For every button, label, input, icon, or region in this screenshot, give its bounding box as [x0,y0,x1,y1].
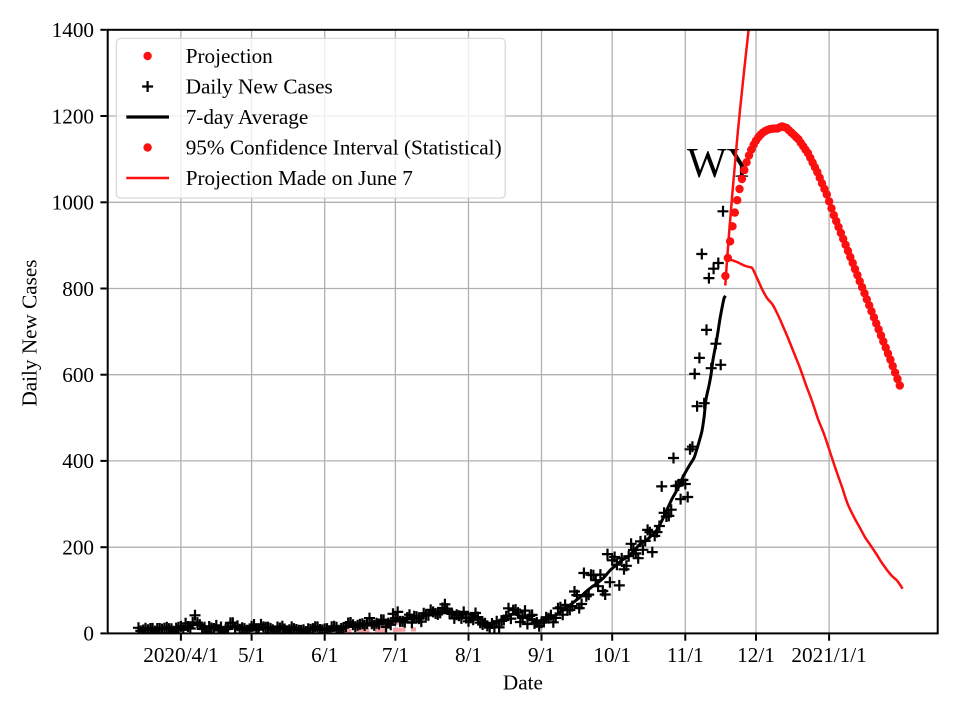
svg-text:400: 400 [62,449,94,473]
svg-text:Date: Date [503,670,543,694]
svg-text:11/1: 11/1 [667,643,704,667]
svg-text:9/1: 9/1 [528,643,555,667]
svg-text:6/1: 6/1 [311,643,338,667]
svg-text:7/1: 7/1 [382,643,409,667]
svg-text:200: 200 [62,536,94,560]
svg-text:8/1: 8/1 [455,643,482,667]
svg-text:800: 800 [62,277,94,301]
svg-text:Daily New Cases: Daily New Cases [186,75,333,99]
svg-text:2020/4/1: 2020/4/1 [143,643,218,667]
svg-text:0: 0 [83,622,94,646]
svg-text:95% Confidence Interval (Stati: 95% Confidence Interval (Statistical) [186,136,502,160]
svg-text:1000: 1000 [52,191,94,215]
svg-text:5/1: 5/1 [238,643,265,667]
svg-text:Projection Made on June 7: Projection Made on June 7 [186,166,413,190]
svg-text:10/1: 10/1 [593,643,631,667]
svg-text:2021/1/1: 2021/1/1 [791,643,866,667]
svg-text:600: 600 [62,363,94,387]
svg-text:Projection: Projection [186,44,273,68]
svg-text:1200: 1200 [52,104,94,128]
svg-text:12/1: 12/1 [737,643,775,667]
svg-text:7-day Average: 7-day Average [186,105,309,129]
svg-text:Daily New Cases: Daily New Cases [18,259,42,406]
svg-text:1400: 1400 [52,18,94,42]
